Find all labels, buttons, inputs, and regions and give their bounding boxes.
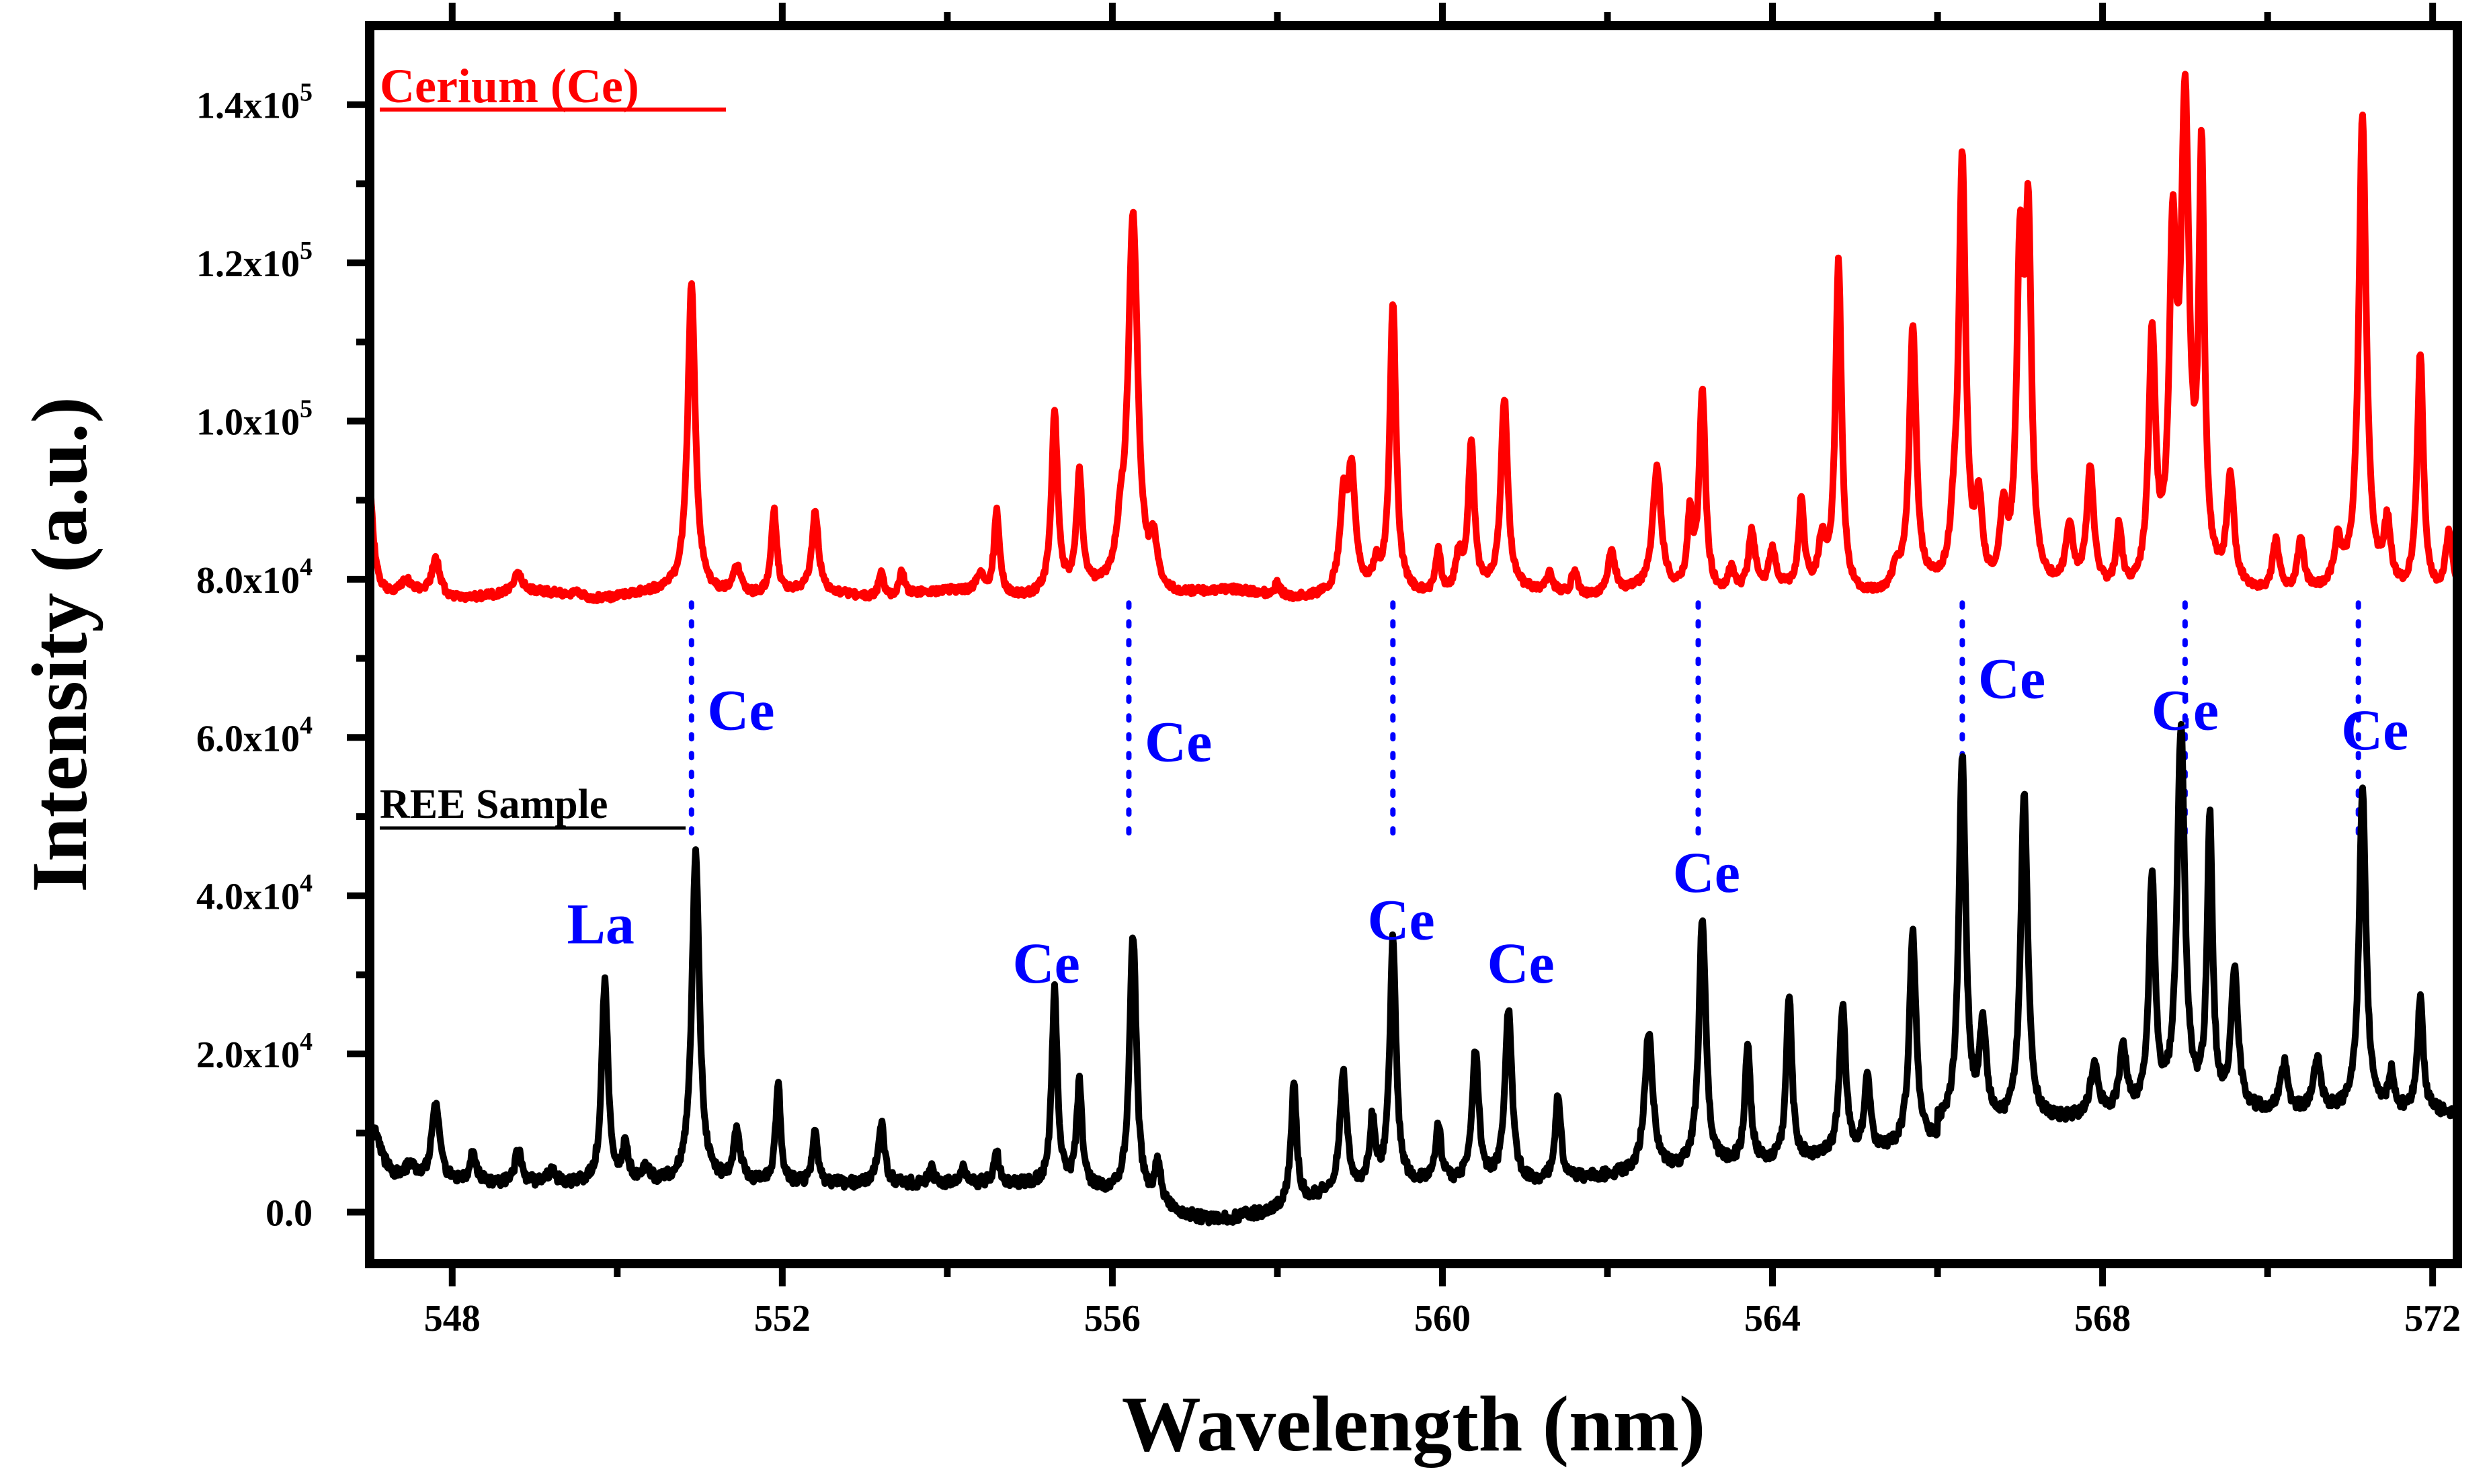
peak-label: La <box>567 891 635 956</box>
x-axis-ticks: 548 552 556 560 564 568 572 <box>424 3 2461 1339</box>
y-tick-label: 6.0x104 <box>196 711 313 759</box>
y-tick-label: 1.4x105 <box>196 79 313 127</box>
y-tick-label: 8.0x104 <box>196 553 313 602</box>
y-tick-label: 1.0x105 <box>196 395 313 443</box>
x-tick-label: 552 <box>754 1298 811 1339</box>
dotted-guide-lines <box>688 600 2361 843</box>
ree-sample-spectrum-line <box>370 720 2457 1227</box>
peak-label: Ce <box>1673 840 1740 905</box>
x-tick-label: 556 <box>1084 1298 1141 1339</box>
peak-annotations: Ce Ce Ce Ce Ce Ce La Ce Ce Ce <box>567 646 2409 995</box>
x-tick-label: 564 <box>1744 1298 1801 1339</box>
cerium-spectrum-line <box>370 71 2457 604</box>
y-tick-label: 0.0 <box>266 1192 313 1234</box>
y-tick-label: 4.0x104 <box>196 870 313 918</box>
x-tick-label: 568 <box>2074 1298 2131 1339</box>
peak-label: Ce <box>2341 698 2408 762</box>
y-axis-ticks: 0.0 2.0x104 4.0x104 6.0x104 8.0x104 1.0x105 1.… <box>196 79 370 1234</box>
x-tick-label: 560 <box>1414 1298 1471 1339</box>
peak-label: Ce <box>1487 931 1554 995</box>
spectrum-series <box>370 71 2457 1227</box>
x-tick-label: 548 <box>424 1298 481 1339</box>
peak-label: Ce <box>2152 678 2219 743</box>
peak-label: Ce <box>1013 931 1080 995</box>
legend-ree-label: REE Sample <box>380 782 608 827</box>
y-tick-label: 2.0x104 <box>196 1028 313 1076</box>
legend-cerium-label: Cerium (Ce) <box>380 59 639 113</box>
peak-label: Ce <box>1145 710 1212 774</box>
x-axis-title: Wavelength (nm) <box>1122 1380 1706 1468</box>
peak-label: Ce <box>1978 646 2045 710</box>
plot-frame <box>365 21 2462 1268</box>
peak-label: Ce <box>1367 887 1434 952</box>
y-tick-label: 1.2x105 <box>196 237 313 285</box>
legend-cerium: Cerium (Ce) <box>380 59 726 113</box>
x-tick-label: 572 <box>2404 1298 2461 1339</box>
legend-ree: REE Sample <box>380 782 686 830</box>
peak-label: Ce <box>707 678 774 743</box>
y-axis-title: Intensity (a.u.) <box>15 397 104 893</box>
